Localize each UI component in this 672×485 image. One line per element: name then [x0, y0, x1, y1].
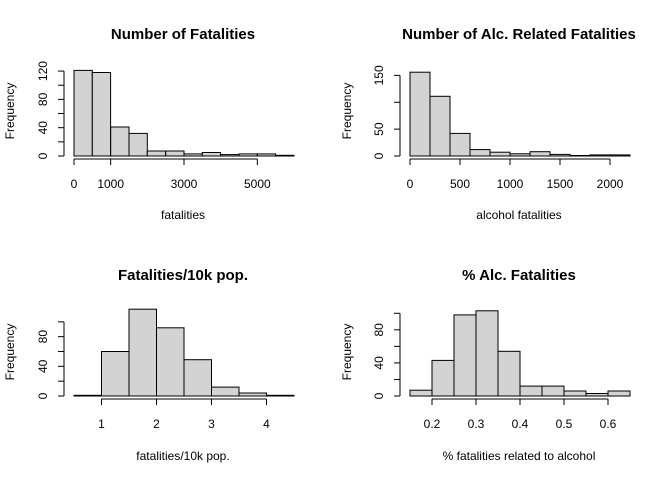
- histogram-bar: [497, 350, 521, 397]
- panel-title: Number of Alc. Related Fatalities: [402, 26, 636, 43]
- histogram-bar: [453, 314, 477, 397]
- y-tick-label: 150: [372, 65, 386, 85]
- y-tick-label: 0: [372, 152, 386, 159]
- y-tick-label: 50: [372, 122, 386, 136]
- plot-area: 0 500 1000 1500 2000 0 50 150: [372, 65, 631, 191]
- y-tick-label: 80: [36, 330, 50, 344]
- x-tick-label: 0.5: [556, 417, 573, 431]
- histogram-bar: [409, 71, 431, 157]
- x-tick-label: 0.3: [468, 417, 485, 431]
- histogram-bar: [183, 153, 203, 157]
- histogram-bar: [91, 72, 112, 157]
- histogram-bar: [165, 150, 185, 157]
- panel-fatalities-per-10k: Fatalities/10k pop. fatalities/10k pop. …: [3, 267, 295, 463]
- y-axis-label: Frequency: [3, 83, 17, 140]
- histogram-bar: [211, 386, 240, 397]
- histogram-bar: [128, 308, 157, 397]
- y-tick-label: 40: [372, 356, 386, 370]
- plot-area: 0.2 0.3 0.4 0.5 0.6 0 40 80: [372, 310, 631, 431]
- x-tick-label: 0.6: [600, 417, 617, 431]
- plot-area: 0 1000 3000 5000 0 40 80 120: [36, 61, 295, 191]
- y-axis-label: Frequency: [340, 83, 354, 140]
- y-axis-label: Frequency: [3, 324, 17, 381]
- x-tick-label: 0: [71, 177, 78, 191]
- panel-title: Fatalities/10k pop.: [118, 267, 248, 284]
- x-axis-label: % fatalities related to alcohol: [443, 449, 596, 463]
- y-tick-label: 40: [36, 359, 50, 373]
- x-tick-label: 4: [263, 417, 270, 431]
- histogram-bar: [585, 393, 609, 397]
- y-tick-label: 120: [36, 61, 50, 81]
- histogram-bar: [529, 151, 551, 157]
- x-tick-label: 2: [153, 417, 160, 431]
- histogram-bar: [429, 95, 451, 157]
- x-tick-label: 500: [450, 177, 470, 191]
- x-tick-label: 0.2: [424, 417, 441, 431]
- histogram-bar: [569, 155, 591, 157]
- histogram-bar: [266, 394, 295, 397]
- histogram-bar: [607, 390, 631, 397]
- x-tick-label: 2000: [597, 177, 624, 191]
- histogram-bar: [183, 359, 212, 397]
- histogram-bar: [589, 154, 611, 157]
- histogram-bar: [563, 390, 587, 397]
- x-tick-label: 0.4: [512, 417, 529, 431]
- y-tick-label: 40: [36, 121, 50, 135]
- histogram-bar: [409, 389, 433, 397]
- histogram-bar: [509, 153, 531, 157]
- x-axis-label: alcohol fatalities: [476, 208, 561, 222]
- histogram-bar: [256, 153, 277, 157]
- x-tick-label: 1000: [497, 177, 524, 191]
- panel-fatalities: Number of Fatalities fatalities Frequenc…: [3, 26, 295, 222]
- x-tick-label: 1000: [97, 177, 124, 191]
- histogram-bar: [609, 154, 631, 157]
- y-axis-label: Frequency: [340, 324, 354, 381]
- panel-pct-alcohol-fatalities: % Alc. Fatalities % fatalities related t…: [340, 267, 631, 463]
- x-axis-label: fatalities/10k pop.: [136, 449, 229, 463]
- x-tick-label: 5000: [244, 177, 271, 191]
- histogram-bar: [101, 351, 130, 397]
- histogram-bar: [519, 385, 543, 397]
- histogram-bar: [238, 153, 258, 157]
- histogram-bar: [73, 394, 102, 397]
- x-tick-label: 1: [98, 417, 105, 431]
- histogram-bar: [201, 152, 222, 157]
- histogram-bar: [489, 151, 511, 157]
- y-tick-label: 0: [36, 392, 50, 399]
- x-axis-label: fatalities: [161, 208, 205, 222]
- y-tick-label: 0: [36, 152, 50, 159]
- histogram-bar: [431, 359, 455, 397]
- panel-title: Number of Fatalities: [111, 26, 255, 43]
- histogram-bar: [73, 69, 93, 157]
- x-tick-label: 0: [407, 177, 414, 191]
- histogram-bar: [541, 385, 565, 397]
- y-tick-label: 80: [36, 92, 50, 106]
- histogram-bar: [128, 132, 148, 157]
- histogram-bar: [220, 154, 240, 157]
- y-tick-label: 80: [372, 323, 386, 337]
- histogram-bar: [475, 310, 499, 397]
- y-tick-label: 0: [372, 392, 386, 399]
- panel-alcohol-fatalities: Number of Alc. Related Fatalities alcoho…: [340, 26, 636, 222]
- histogram-bar: [146, 150, 167, 157]
- histogram-bar: [156, 327, 185, 397]
- histogram-bar: [238, 392, 267, 397]
- histogram-bar: [449, 132, 471, 157]
- panel-title: % Alc. Fatalities: [462, 267, 576, 284]
- histogram-bar: [549, 153, 571, 157]
- histogram-bar: [275, 154, 295, 157]
- x-tick-label: 1500: [547, 177, 574, 191]
- histogram-bar: [110, 126, 130, 157]
- x-tick-label: 3: [208, 417, 215, 431]
- x-tick-label: 3000: [171, 177, 198, 191]
- histogram-bar: [469, 149, 491, 157]
